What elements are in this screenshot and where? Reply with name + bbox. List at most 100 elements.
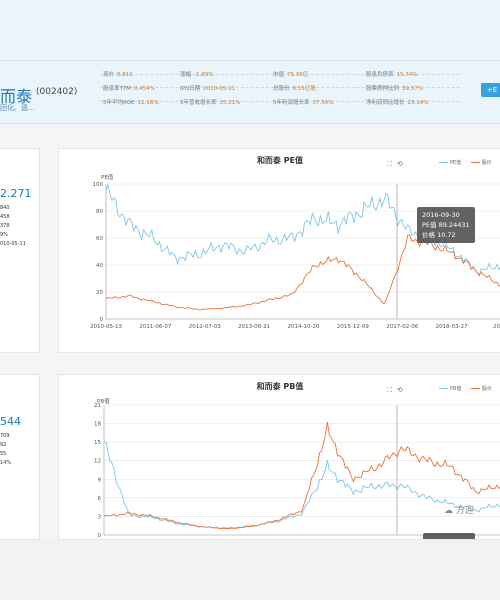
legend-label: 股价 [481, 160, 492, 166]
y-tick-label: 100 [93, 182, 104, 188]
metric-value: 2010-05-11 [203, 86, 236, 92]
metric-value: 37.56% [312, 100, 334, 106]
x-tick-label: 2012-07-03 [189, 324, 221, 330]
wechat-icon: ☁ [444, 506, 453, 516]
y-tick-label: 20 [96, 290, 103, 296]
metric-key: IPO日期 [180, 86, 201, 92]
x-tick-label: 2014-10-20 [288, 324, 320, 330]
metric-divider [100, 87, 460, 88]
x-tick-label: 2015-12-09 [337, 324, 369, 330]
metric-key: 总股份 [273, 86, 290, 92]
side-row: 709 [0, 433, 10, 439]
side-row: 55 [0, 451, 7, 457]
metric-key: 5年利润增长率 [273, 100, 310, 106]
x-tick-label: 2017-02-06 [386, 324, 418, 330]
y-tick-label: 12 [94, 459, 101, 465]
metric-key: 涨幅 [180, 72, 192, 78]
restore-icon[interactable]: ⟲ [396, 160, 403, 168]
tooltip-pe: PE值 89.24431 [422, 221, 470, 229]
metric-key: 股息负债率 [366, 72, 394, 78]
metric-market-cap: 市值 75.36亿 [273, 70, 308, 78]
side-row: 010-05-11 [0, 241, 26, 247]
metric-value: 11.16% [137, 100, 159, 106]
metric-value: 25.21% [219, 100, 241, 106]
pe-y-axis-title: PE值 [101, 175, 114, 181]
zoom-icon[interactable]: ⛶ [387, 160, 392, 168]
add-watchlist-button[interactable]: +E [481, 83, 500, 97]
y-tick-label: 60 [96, 236, 103, 242]
watermark-label: 方迎 [455, 506, 474, 516]
pb-tooltip [423, 533, 475, 539]
side-row: 92 [0, 442, 7, 448]
metric-avg-roe: 5年平均ROE 11.16% [103, 98, 159, 106]
metric-value: -1.89% [194, 72, 214, 78]
metric-key: 5年平均ROE [103, 100, 135, 106]
series-line-price [103, 421, 500, 530]
legend-swatch-icon [470, 162, 480, 163]
tooltip-price: 价格 10.72 [422, 231, 456, 239]
side-panel-pb: 544 709 92 55 14% [0, 374, 40, 540]
side-panel-pe: 2.271 840 458 378 9% 010-05-11 [0, 148, 40, 353]
y-tick-label: 21 [94, 403, 101, 409]
x-tick-label: 2010-05-13 [90, 324, 122, 330]
metric-profit-growth: 5年利润增长率 37.56% [273, 98, 333, 106]
zoom-icon[interactable]: ⛶ [387, 386, 392, 394]
bottom-blank [0, 540, 500, 600]
side-row: 378 [0, 223, 10, 229]
x-tick-label: 2018-03-27 [436, 324, 468, 330]
legend-label: 股价 [482, 386, 493, 392]
restore-icon[interactable]: ⟲ [396, 386, 403, 394]
legend-label: PE值 [450, 160, 462, 166]
pe-chart-panel: 和而泰 PE值 ⛶ ⟲ PE值 股价 PE值 0 20 40 60 80 100 2010-0… [58, 148, 500, 353]
metric-key: 股票质押比例 [366, 86, 400, 92]
stock-code: (002402) [36, 87, 78, 97]
pe-tooltip: 2016-09-30 PE值 89.24431 价格 10.72 [417, 207, 475, 243]
side-big-value: 544 [0, 415, 21, 428]
metric-dividend: 股息率TTM 0.454% [103, 84, 155, 92]
pe-chart-plot[interactable]: 0 20 40 60 80 100 2010-05-13 2011-06-07 2012-07-… [59, 149, 500, 353]
metric-pledge-ratio: 股票质押比例 39.57% [366, 84, 423, 92]
y-tick-label: 0 [100, 317, 104, 323]
metric-key: 股息率TTM [103, 86, 131, 92]
pb-chart-panel: 和而泰 PB值 ⛶ ⟲ PB值 股价 PB值 0 3 6 9 12 15 18 21 [58, 374, 500, 540]
y-tick-label: 18 [94, 422, 101, 428]
series-line-price [105, 234, 500, 311]
side-row: 9% [0, 232, 8, 238]
metric-key: 5年营收增长率 [180, 100, 217, 106]
metric-divider [100, 101, 460, 102]
y-tick-label: 3 [98, 514, 102, 520]
metric-value: 8.55亿股 [292, 86, 316, 92]
pe-chart-title: 和而泰 PE值 [256, 156, 304, 165]
metric-divider [100, 74, 460, 75]
series-line-ratio [105, 183, 500, 277]
y-tick-label: 40 [96, 263, 103, 269]
side-big-value: 2.271 [0, 187, 32, 200]
legend-swatch-icon [439, 388, 448, 389]
legend-item-pe[interactable]: PE值 [439, 160, 461, 166]
x-tick-label: 2011-06-07 [139, 324, 171, 330]
metric-value: 75.36亿 [287, 72, 309, 78]
legend-item-pb[interactable]: PB值 [439, 386, 461, 392]
legend-item-price[interactable]: 股价 [471, 386, 492, 392]
stock-subtitle: 团化、遗... [0, 104, 35, 112]
stock-name[interactable]: 而泰 [0, 87, 33, 106]
side-row: 840 [0, 205, 10, 211]
metric-value: 0.454% [133, 86, 155, 92]
pe-legend: PE值 股价 [439, 159, 500, 166]
metric-change: 涨幅 -1.89% [180, 70, 213, 78]
metric-value: 8.810 [117, 72, 133, 78]
pb-chart-plot[interactable]: 0 3 6 9 12 15 18 21 [59, 375, 500, 540]
y-tick-label: 9 [98, 477, 102, 483]
tooltip-date: 2016-09-30 [422, 211, 460, 219]
metric-price: 现价 8.810 [103, 70, 133, 78]
metric-debt-ratio: 股息负债率 15.74% [366, 70, 418, 78]
chart-toolbar: ⛶ ⟲ [387, 386, 408, 395]
legend-swatch-icon [439, 162, 448, 163]
y-tick-label: 80 [96, 209, 103, 215]
y-tick-label: 15 [94, 440, 101, 446]
metric-value: 15.74% [396, 72, 418, 78]
side-row: 14% [0, 460, 12, 466]
pb-chart-title: 和而泰 PB值 [256, 382, 304, 391]
legend-item-price[interactable]: 股价 [470, 160, 492, 166]
y-tick-label: 6 [98, 496, 102, 502]
